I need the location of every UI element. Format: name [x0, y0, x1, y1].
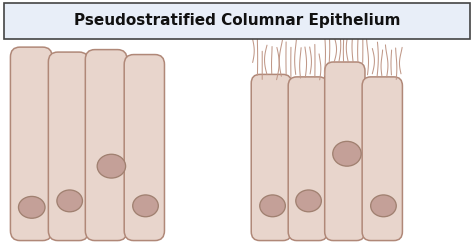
FancyBboxPatch shape — [124, 55, 164, 241]
Ellipse shape — [18, 196, 45, 218]
FancyBboxPatch shape — [10, 47, 52, 241]
Ellipse shape — [97, 154, 126, 178]
Text: Pseudostratified Columnar Epithelium: Pseudostratified Columnar Epithelium — [74, 13, 400, 28]
FancyBboxPatch shape — [251, 74, 292, 241]
FancyBboxPatch shape — [4, 3, 470, 39]
Ellipse shape — [57, 190, 82, 212]
FancyBboxPatch shape — [325, 62, 365, 241]
FancyBboxPatch shape — [362, 77, 402, 241]
Ellipse shape — [133, 195, 158, 217]
Ellipse shape — [371, 195, 396, 217]
Ellipse shape — [333, 141, 361, 166]
Ellipse shape — [296, 190, 321, 212]
Ellipse shape — [260, 195, 285, 217]
FancyBboxPatch shape — [48, 52, 89, 241]
FancyBboxPatch shape — [85, 50, 127, 241]
FancyBboxPatch shape — [288, 77, 328, 241]
